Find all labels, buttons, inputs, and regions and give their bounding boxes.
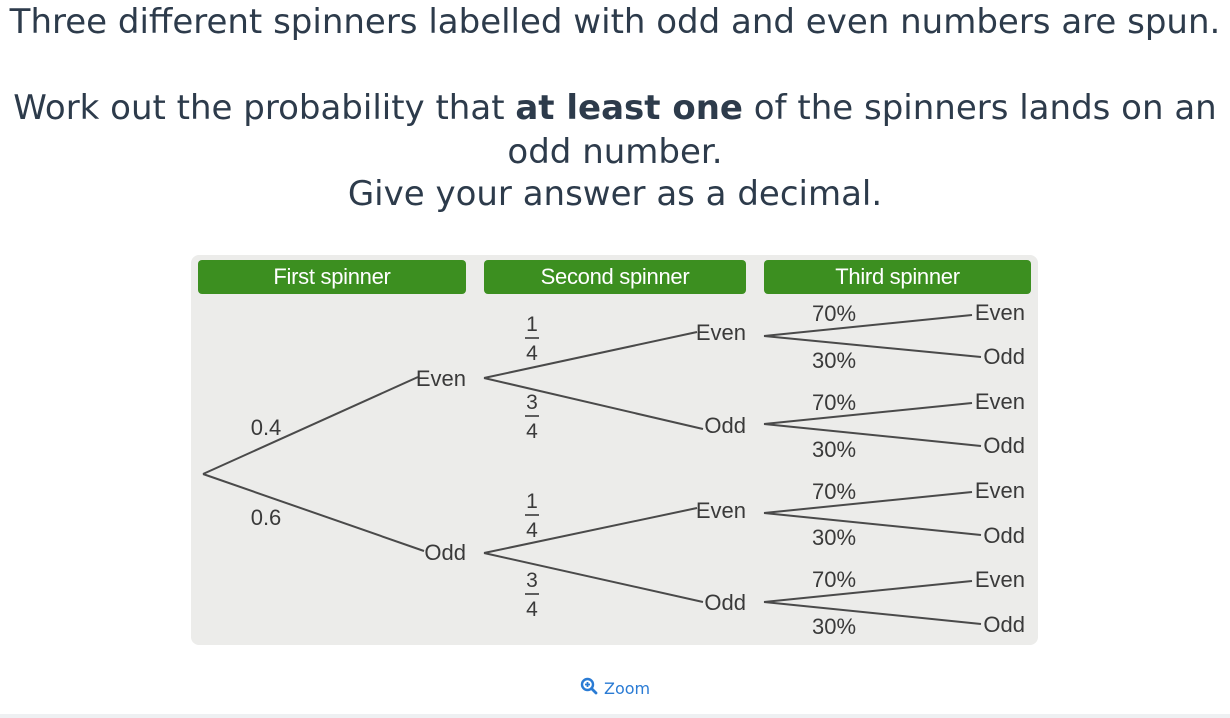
question-line-1: Three different spinners labelled with o… <box>9 2 1221 42</box>
outcome-third-3-odd: Odd <box>983 523 1025 548</box>
zoom-label: Zoom <box>604 678 651 698</box>
tree-diagram-panel <box>191 255 1038 645</box>
branch-second-even-even <box>483 331 698 379</box>
branch-second-odd-odd <box>483 552 704 603</box>
header-first-spinner: First spinner <box>198 260 466 294</box>
outcome-third-2-odd: Odd <box>983 433 1025 458</box>
question-line-2: Work out the probability that at least o… <box>0 86 1230 130</box>
prob-first-even: 0.4 <box>251 415 282 440</box>
prob-third-2-even: 70% <box>812 390 856 415</box>
branch-first-odd <box>202 473 425 552</box>
prob-first-odd: 0.6 <box>251 505 282 530</box>
outcome-third-1-odd: Odd <box>983 344 1025 369</box>
prob-third-1-even: 70% <box>812 301 856 326</box>
zoom-button[interactable]: Zoom <box>580 677 650 699</box>
outcome-third-1-even: Even <box>975 300 1025 325</box>
outcome-second-2: Odd <box>704 413 746 438</box>
fraction-numerator: 1 <box>526 313 538 336</box>
outcome-third-2-even: Even <box>975 389 1025 414</box>
prob-third-1-odd: 30% <box>812 348 856 373</box>
prob-third-4-even: 70% <box>812 567 856 592</box>
fraction-second-4: 3 4 <box>525 569 539 621</box>
prob-third-3-even: 70% <box>812 479 856 504</box>
fraction-denominator: 4 <box>526 420 538 443</box>
outcome-second-1: Even <box>696 320 746 345</box>
outcome-second-4: Odd <box>704 590 746 615</box>
branch-third-2-even <box>763 402 973 425</box>
fraction-second-3: 1 4 <box>525 490 539 542</box>
prob-third-3-odd: 30% <box>812 525 856 550</box>
fraction-denominator: 4 <box>526 598 538 621</box>
branch-third-3-even <box>763 491 973 514</box>
question-line-4: Give your answer as a decimal. <box>347 174 883 214</box>
fraction-numerator: 3 <box>526 569 538 592</box>
fraction-numerator: 1 <box>526 490 538 513</box>
outcome-third-4-odd: Odd <box>983 612 1025 637</box>
branch-first-even <box>202 376 419 475</box>
fraction-second-1: 1 4 <box>525 313 539 365</box>
branch-third-3-odd <box>763 512 982 536</box>
prob-third-2-odd: 30% <box>812 437 856 462</box>
outcome-third-4-even: Even <box>975 567 1025 592</box>
branch-third-1-odd <box>763 335 982 358</box>
branch-second-odd-even <box>483 507 698 554</box>
header-third-spinner: Third spinner <box>764 260 1031 294</box>
bottom-divider <box>0 714 1230 718</box>
branch-third-2-odd <box>763 423 982 447</box>
outcome-first-odd: Odd <box>424 540 466 565</box>
zoom-in-icon <box>580 677 598 699</box>
outcome-third-3-even: Even <box>975 478 1025 503</box>
fraction-numerator: 3 <box>526 391 538 414</box>
fraction-second-2: 3 4 <box>525 391 539 443</box>
fraction-denominator: 4 <box>526 519 538 542</box>
question-emphasis: at least one <box>515 88 743 128</box>
branch-third-4-even <box>763 580 973 603</box>
outcome-first-even: Even <box>416 366 466 391</box>
branch-third-1-even <box>763 314 973 337</box>
outcome-second-3: Even <box>696 498 746 523</box>
prob-third-4-odd: 30% <box>812 614 856 639</box>
fraction-denominator: 4 <box>526 342 538 365</box>
question-line-2-end: of the spinners lands on an <box>742 88 1217 128</box>
tree-branches <box>202 314 982 625</box>
header-second-spinner: Second spinner <box>484 260 746 294</box>
question-line-3: odd number. <box>507 132 723 172</box>
branch-second-even-odd <box>483 377 704 430</box>
question-line-2-start: Work out the probability that <box>13 88 516 128</box>
branch-third-4-odd <box>763 601 982 625</box>
